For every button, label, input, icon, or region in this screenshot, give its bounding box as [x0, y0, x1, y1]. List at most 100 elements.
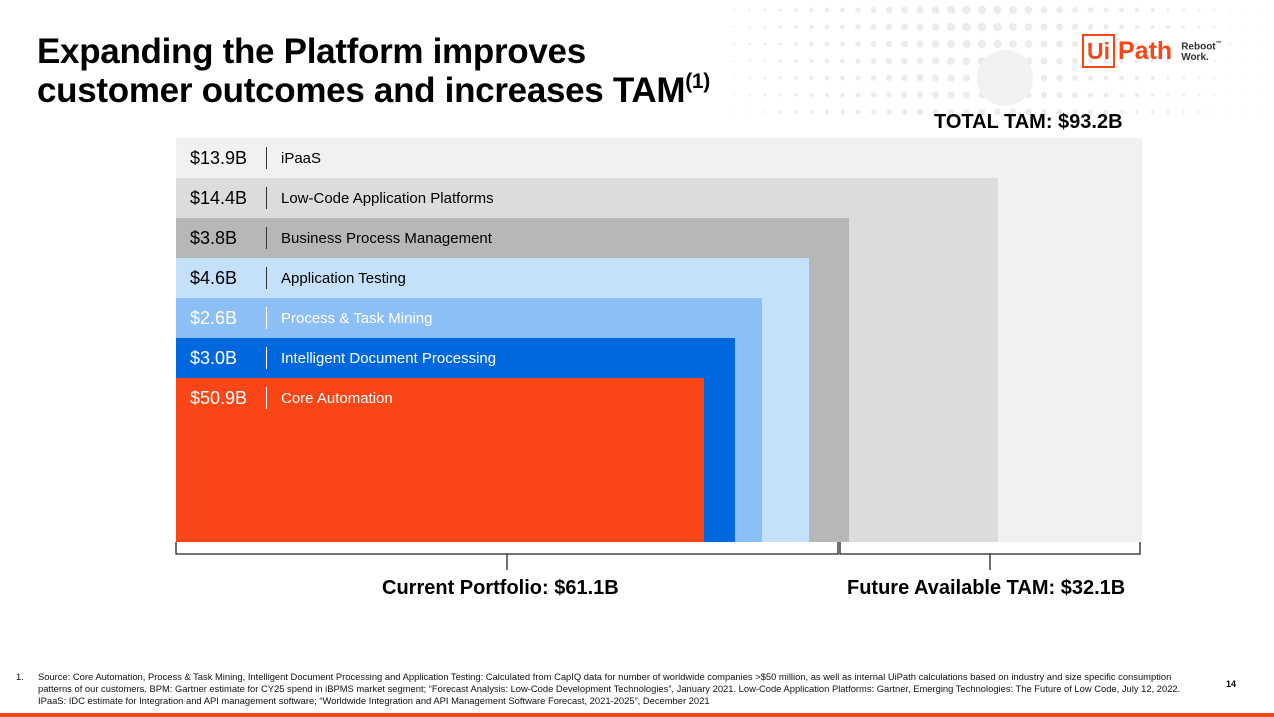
decorative-dot [778, 42, 783, 46]
decorative-dot [824, 75, 830, 81]
decorative-dot [1040, 74, 1048, 82]
decorative-dot [962, 91, 971, 99]
decorative-dot [885, 6, 893, 14]
decorative-dot [809, 41, 814, 47]
decorative-dot [901, 57, 908, 65]
decorative-dot [748, 111, 751, 113]
decorative-dot [1024, 6, 1033, 14]
tam-segment-value: $3.8B [190, 227, 238, 248]
decorative-dot [947, 57, 955, 65]
decorative-dot [1166, 59, 1170, 63]
decorative-dot [1150, 110, 1155, 114]
decorative-dot [1087, 24, 1094, 30]
decorative-dot [809, 93, 814, 97]
decorative-dot [901, 40, 908, 48]
decorative-dot [870, 92, 877, 98]
slide-title-line-2: customer outcomes and increases TAM(1) [37, 71, 710, 110]
decorative-dot [1260, 77, 1262, 79]
decorative-dot [1244, 9, 1247, 11]
decorative-dot [1197, 25, 1201, 29]
decorative-dot [1244, 77, 1247, 79]
decorative-dot [1040, 91, 1048, 99]
decorative-dot [1056, 23, 1063, 31]
decorative-dot [886, 92, 892, 98]
decorative-dot [1182, 93, 1185, 97]
decorative-dot [1134, 58, 1140, 64]
decorative-dot [916, 40, 924, 48]
decorative-dot [1119, 7, 1124, 13]
decorative-dot [1181, 25, 1186, 29]
decorative-dot [809, 110, 814, 114]
footnote-number: 1. [16, 671, 24, 682]
portfolio-braces [175, 542, 1141, 570]
decorative-dot [1040, 57, 1048, 65]
page-number: 14 [1226, 679, 1237, 689]
decorative-dot [1072, 92, 1078, 98]
decorative-dot [1260, 94, 1262, 96]
decorative-dot [1134, 41, 1140, 47]
decorative-dot [931, 40, 940, 48]
decorative-dot [733, 43, 735, 45]
decorative-dot [1119, 58, 1124, 64]
decorative-dot [1071, 40, 1079, 48]
decorative-dot [1103, 92, 1109, 98]
decorative-dot [839, 41, 846, 47]
decorative-dot [931, 23, 940, 31]
decorative-dot [1150, 41, 1155, 47]
decorative-dot [1040, 6, 1048, 14]
footnote-text: Source: Core Automation, Process & Task … [38, 671, 1181, 706]
decorative-dot [840, 75, 845, 81]
decorative-dot [870, 7, 877, 13]
decorative-dot [947, 91, 955, 99]
decorative-dot [931, 57, 940, 65]
decorative-dot [1103, 58, 1109, 64]
decorative-dot [1119, 75, 1124, 81]
tam-segment-label: $14.4B Low-Code Application Platforms [176, 178, 998, 218]
decorative-dot [1150, 76, 1155, 80]
tam-segment-label: $50.9B Core Automation [176, 378, 704, 418]
decorative-dot [962, 5, 971, 15]
decorative-dot [1056, 91, 1063, 99]
decorative-dot [1213, 93, 1216, 97]
decorative-dot [840, 58, 845, 64]
decorative-dot [1150, 7, 1155, 13]
decorative-dot [1181, 76, 1186, 80]
decorative-dot [1087, 75, 1094, 81]
decorative-dot [733, 77, 735, 79]
decorative-dot [1040, 40, 1048, 48]
decorative-dot [1071, 23, 1079, 31]
decorative-dot [1024, 23, 1033, 31]
decorative-dot [1071, 6, 1079, 14]
decorative-dot [824, 7, 830, 13]
decorative-dot [733, 94, 735, 96]
decorative-dot [1166, 42, 1170, 46]
decorative-dot [1229, 9, 1231, 11]
decorative-dot [1072, 109, 1078, 115]
decorative-dot [994, 108, 1001, 116]
decorative-dot [824, 41, 830, 47]
bottom-accent-bar [0, 713, 1274, 717]
tam-segment-label: $2.6B Process & Task Mining [176, 298, 762, 338]
tam-nested-chart: $13.9B iPaaS $14.4B Low-Code Application Pl… [176, 138, 1142, 542]
tam-segment-separator [266, 347, 267, 369]
tam-segment-separator [266, 387, 267, 409]
decorative-dot [733, 26, 735, 28]
decorative-dot [763, 8, 767, 12]
decorative-dot [962, 39, 971, 49]
logo-tagline-reboot: Reboot [1181, 41, 1216, 53]
decorative-dot [977, 22, 987, 32]
decorative-dot [916, 91, 924, 99]
decorative-dot [963, 108, 970, 116]
tam-segment-name: Process & Task Mining [281, 309, 433, 327]
decorative-dot [794, 110, 798, 114]
decorative-dot [1087, 41, 1094, 47]
decorative-dot [1229, 94, 1231, 96]
decorative-dot [1197, 8, 1201, 12]
decorative-dot [1182, 110, 1185, 114]
tam-segment-separator [266, 267, 267, 289]
tam-segment-value: $14.4B [190, 187, 248, 208]
tam-segment-value: $3.0B [190, 347, 238, 368]
tam-segment-name: Business Process Management [281, 229, 492, 247]
decorative-dot [1087, 58, 1094, 64]
slide-title-line-1: Expanding the Platform improves [37, 32, 586, 71]
